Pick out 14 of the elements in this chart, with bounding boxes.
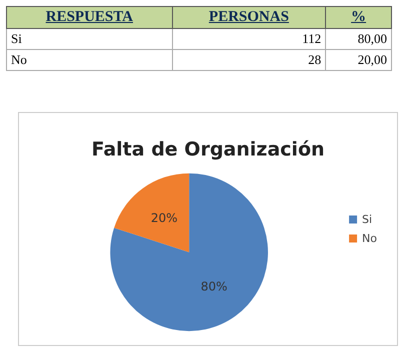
data-label: 20%	[150, 210, 178, 225]
legend-label: No	[362, 232, 378, 245]
text: RESPUESTA	[6, 6, 172, 28]
data-label: 80%	[200, 280, 228, 294]
legend-label: Si	[362, 213, 372, 226]
text: %	[326, 6, 392, 28]
chart-title: Falta de Organización	[91, 138, 325, 160]
category-label: No	[6, 50, 172, 70]
text: PERSONAS	[172, 6, 326, 28]
data-label: 28	[172, 50, 326, 70]
data-label: 112	[172, 28, 326, 50]
data-label: 20,00	[326, 50, 392, 70]
category-label: Si	[6, 28, 172, 50]
data-label: 80,00	[326, 28, 392, 50]
